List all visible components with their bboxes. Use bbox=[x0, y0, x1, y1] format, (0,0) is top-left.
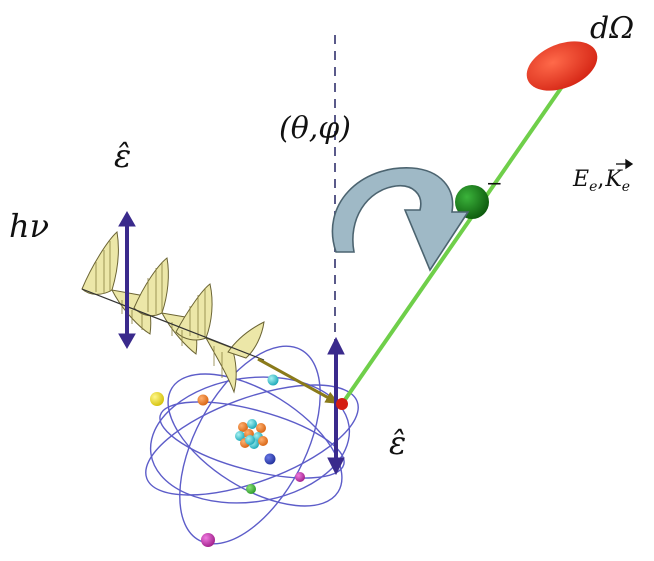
angle-rotation-arrow bbox=[331, 167, 470, 272]
svg-text:Ee,Ke: Ee,Ke bbox=[572, 167, 630, 195]
polarization-label-top: ε̂ bbox=[114, 137, 131, 175]
photon-axis bbox=[81, 288, 265, 361]
polarization-label-atom: ε̂ bbox=[389, 424, 406, 462]
orbit-electron-lime bbox=[246, 484, 256, 494]
photon-path-arrow bbox=[257, 357, 340, 404]
orbit-4 bbox=[179, 345, 321, 545]
atom bbox=[145, 345, 359, 545]
orbit-electrons bbox=[150, 374, 305, 547]
wave-lobe-3 bbox=[133, 257, 169, 317]
nucleus bbox=[235, 419, 268, 449]
momentum-vector-arrow bbox=[616, 158, 634, 170]
orbit-electron-yellow bbox=[150, 392, 164, 406]
orbit-3 bbox=[145, 384, 359, 496]
electron-track-arrow bbox=[340, 74, 571, 406]
photoelectron bbox=[455, 185, 489, 219]
atom-polarization-arrow bbox=[327, 336, 345, 476]
electron-charge-label: − bbox=[486, 171, 503, 195]
orbit-2 bbox=[159, 401, 345, 479]
momentum-symbol: K bbox=[604, 167, 623, 192]
orbit-electron-magenta-small bbox=[295, 472, 305, 482]
orbit-electron-magenta bbox=[201, 533, 215, 547]
orbit-1 bbox=[149, 376, 351, 504]
wave-lobe-6 bbox=[204, 337, 237, 394]
orbit-5 bbox=[167, 373, 343, 507]
angles-label: (θ,φ) bbox=[279, 111, 351, 146]
orbit-electron-cyan bbox=[267, 374, 279, 386]
photon-energy-label: hν bbox=[9, 207, 49, 245]
orbit-electron-orange bbox=[197, 394, 209, 406]
energy-subscript: e bbox=[589, 179, 597, 195]
solid-angle-disk bbox=[526, 41, 598, 91]
electron-energy-momentum-label: Ee,Ke bbox=[572, 158, 634, 195]
ionization-point bbox=[336, 398, 348, 410]
momentum-subscript: e bbox=[622, 179, 630, 195]
wave-lobe-1 bbox=[81, 231, 119, 295]
solid-angle-label: dΩ bbox=[590, 11, 634, 46]
photon-wave bbox=[81, 231, 265, 394]
energy-symbol: E bbox=[572, 167, 589, 192]
wave-lobe-5 bbox=[175, 283, 213, 341]
wave-polarization-arrow bbox=[118, 210, 136, 350]
orbit-electron-blue bbox=[264, 453, 276, 465]
